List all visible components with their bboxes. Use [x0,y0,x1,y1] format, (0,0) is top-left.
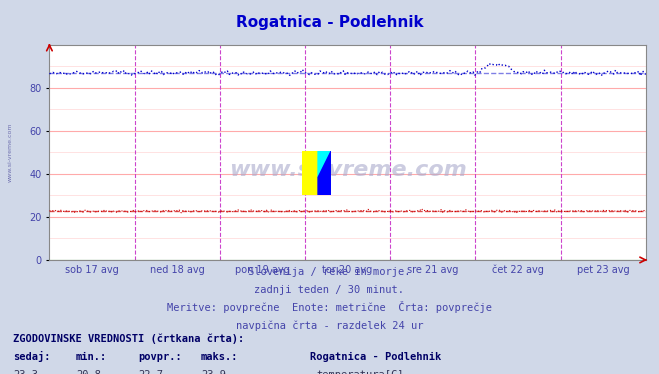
Polygon shape [318,151,331,178]
Text: temperatura[C]: temperatura[C] [316,370,404,374]
Polygon shape [318,151,331,196]
Bar [302,151,318,196]
Text: Rogatnica - Podlehnik: Rogatnica - Podlehnik [310,352,441,362]
Text: sedaj:: sedaj: [13,351,51,362]
Text: 23,9: 23,9 [201,370,226,374]
Text: navpična črta - razdelek 24 ur: navpična črta - razdelek 24 ur [236,320,423,331]
Text: www.si-vreme.com: www.si-vreme.com [8,123,13,182]
Text: Slovenija / reke in morje.: Slovenija / reke in morje. [248,267,411,277]
Text: zadnji teden / 30 minut.: zadnji teden / 30 minut. [254,285,405,295]
Text: ZGODOVINSKE VREDNOSTI (črtkana črta):: ZGODOVINSKE VREDNOSTI (črtkana črta): [13,334,244,344]
Text: povpr.:: povpr.: [138,352,182,362]
Text: 22,7: 22,7 [138,370,163,374]
Text: Meritve: povprečne  Enote: metrične  Črta: povprečje: Meritve: povprečne Enote: metrične Črta:… [167,301,492,313]
Text: Rogatnica - Podlehnik: Rogatnica - Podlehnik [236,15,423,30]
Text: maks.:: maks.: [201,352,239,362]
Text: 23,3: 23,3 [13,370,38,374]
Text: www.si-vreme.com: www.si-vreme.com [229,160,467,180]
Text: min.:: min.: [76,352,107,362]
Text: 20,8: 20,8 [76,370,101,374]
